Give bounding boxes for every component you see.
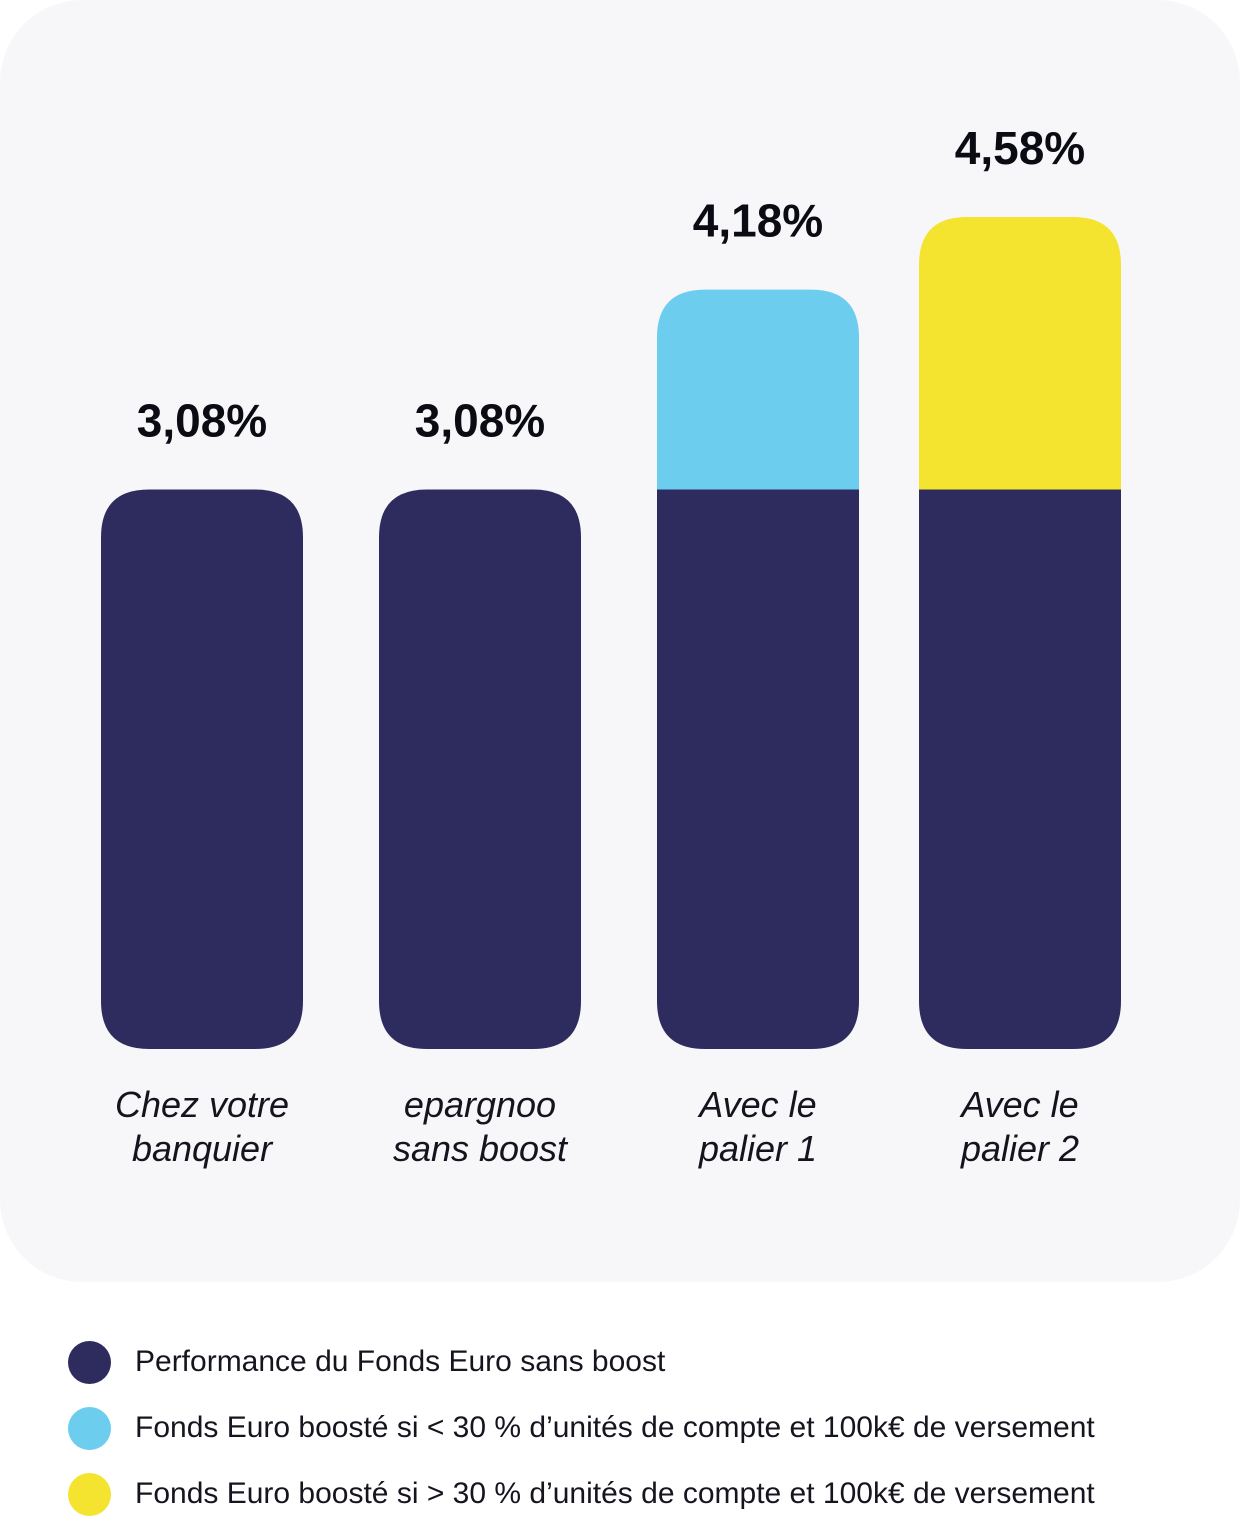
bar-3-segment-1 [657, 489, 859, 1049]
legend: Performance du Fonds Euro sans boost Fon… [68, 1340, 1095, 1538]
category-label-2-line-2: sans boost [393, 1128, 569, 1169]
legend-label-palier-1: Fonds Euro boosté si < 30 % d’unités de … [135, 1411, 1095, 1444]
category-label-2-line-1: epargnoo [404, 1084, 556, 1125]
legend-swatch-palier-1 [68, 1406, 111, 1450]
category-label-3-line-1: Avec le [697, 1084, 816, 1125]
category-label-3-line-2: palier 1 [698, 1128, 817, 1169]
legend-item-base: Performance du Fonds Euro sans boost [68, 1340, 1095, 1384]
legend-swatch-base [68, 1340, 111, 1384]
category-label-4-line-1: Avec le [959, 1084, 1078, 1125]
category-label-4-line-2: palier 2 [960, 1128, 1079, 1169]
legend-label-palier-2: Fonds Euro boosté si > 30 % d’unités de … [135, 1477, 1095, 1510]
bar-4-segment-1 [919, 489, 1121, 1049]
category-label-1-line-1: Chez votre [115, 1084, 289, 1125]
legend-swatch-palier-2 [68, 1472, 111, 1516]
value-label-2: 3,08% [415, 394, 545, 446]
value-label-4: 4,58% [955, 122, 1085, 174]
category-label-1-line-2: banquier [132, 1128, 274, 1169]
bar-2-segment-1 [379, 489, 581, 1049]
bar-4-segment-3 [919, 217, 1121, 490]
value-label-3: 4,18% [693, 195, 823, 247]
legend-label-base: Performance du Fonds Euro sans boost [135, 1345, 666, 1378]
legend-item-palier-2: Fonds Euro boosté si > 30 % d’unités de … [68, 1472, 1095, 1516]
bar-1-segment-1 [101, 489, 303, 1049]
bar-3-segment-2 [657, 289, 859, 490]
value-label-1: 3,08% [137, 394, 267, 446]
legend-item-palier-1: Fonds Euro boosté si < 30 % d’unités de … [68, 1406, 1095, 1450]
